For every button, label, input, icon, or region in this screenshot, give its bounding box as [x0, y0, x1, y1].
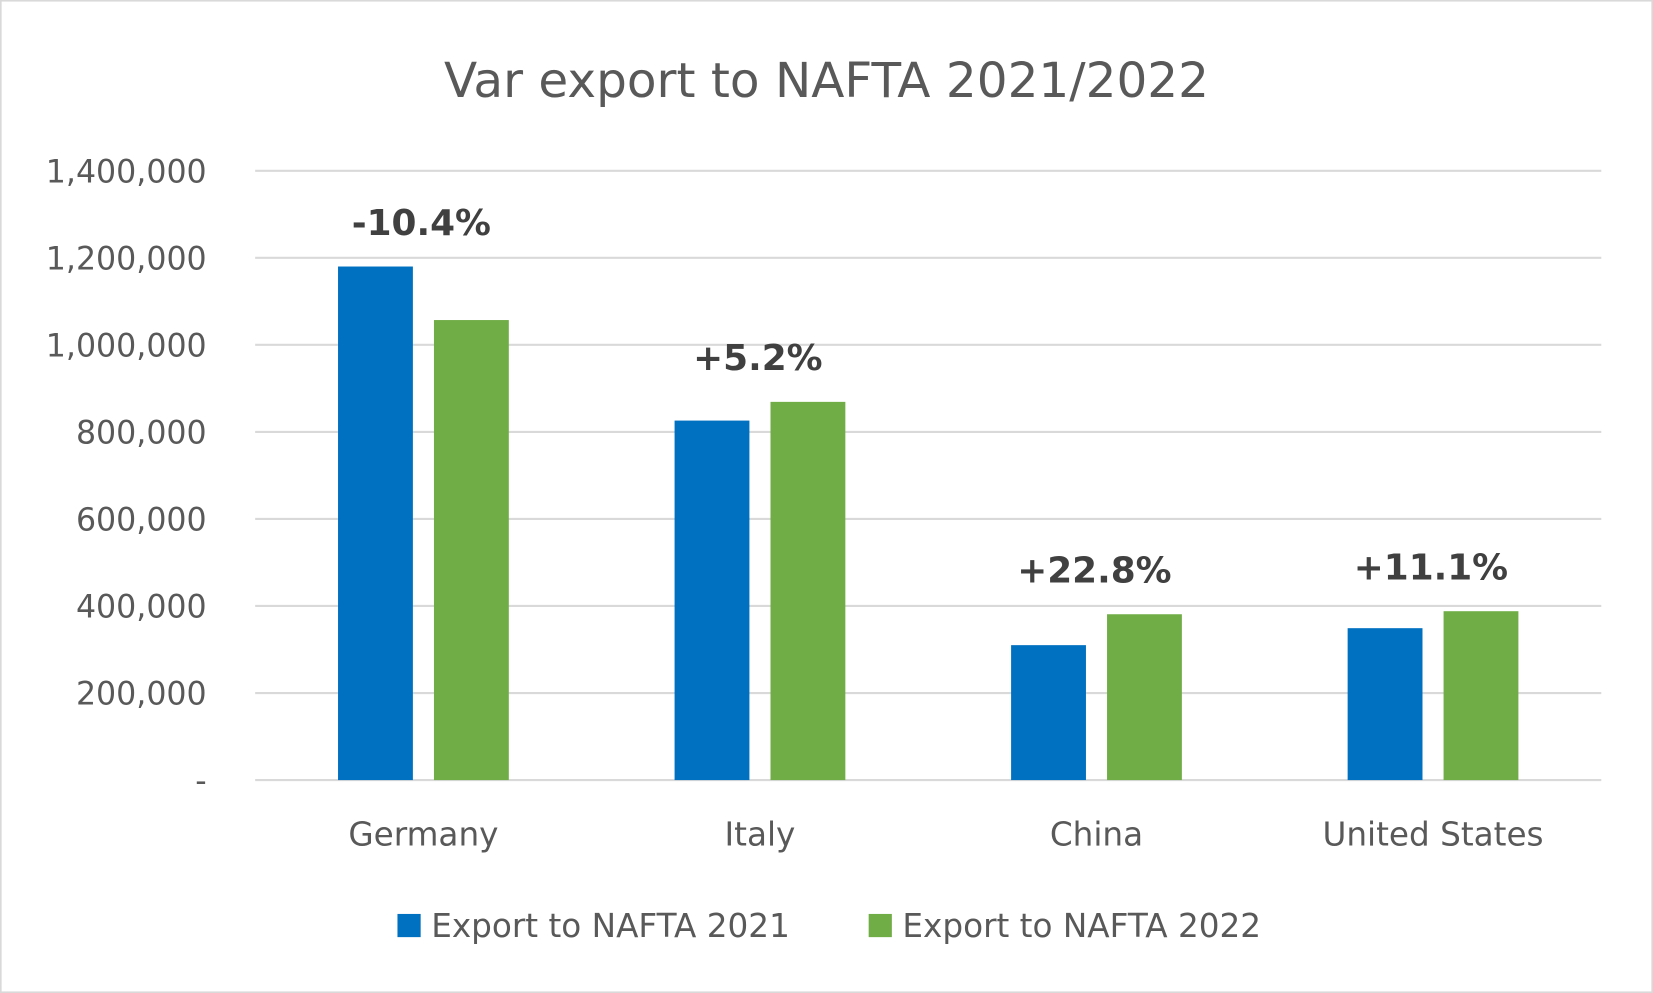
- bar-2022-united-states: [1443, 611, 1519, 781]
- x-tick-label: United States: [1322, 815, 1543, 853]
- y-tick-label: 600,000: [76, 503, 207, 539]
- x-tick-label: China: [1050, 815, 1143, 853]
- bars: [338, 266, 1519, 781]
- x-tick-label: Germany: [348, 815, 498, 853]
- bar-2021-united-states: [1347, 628, 1423, 781]
- legend-label: Export to NAFTA 2022: [902, 907, 1261, 945]
- bar-2022-italy: [770, 401, 846, 781]
- chart-title: Var export to NAFTA 2021/2022: [444, 53, 1209, 109]
- bar-2022-germany: [433, 320, 509, 781]
- legend-swatch: [397, 913, 421, 938]
- y-axis-ticks: - 200,000 400,000 600,000 800,000 1,000,000 1,…: [46, 154, 207, 799]
- y-tick-label: 1,200,000: [46, 241, 207, 277]
- variation-label: +22.8%: [1017, 551, 1171, 592]
- variation-label: +11.1%: [1354, 548, 1508, 589]
- y-tick-label: 800,000: [76, 415, 207, 451]
- variation-label: -10.4%: [352, 203, 491, 244]
- legend-swatch: [868, 913, 892, 938]
- bar-2021-china: [1011, 645, 1086, 781]
- x-tick-label: Italy: [725, 815, 796, 853]
- y-tick-label: 400,000: [76, 590, 207, 626]
- bar-2021-italy: [674, 420, 750, 781]
- y-tick-label: 200,000: [76, 677, 207, 713]
- legend: Export to NAFTA 2021 Export to NAFTA 2022: [397, 907, 1261, 945]
- y-tick-label: 1,400,000: [46, 154, 207, 190]
- x-axis-ticks: Germany Italy China United States: [348, 815, 1543, 853]
- y-tick-label: 1,000,000: [46, 328, 207, 364]
- y-tick-label: -: [195, 764, 206, 800]
- data-labels: -10.4% +5.2% +22.8% +11.1%: [352, 203, 1508, 592]
- variation-label: +5.2%: [693, 338, 822, 379]
- bar-2021-germany: [338, 266, 413, 781]
- bar-2022-china: [1107, 614, 1182, 781]
- legend-label: Export to NAFTA 2021: [431, 907, 790, 945]
